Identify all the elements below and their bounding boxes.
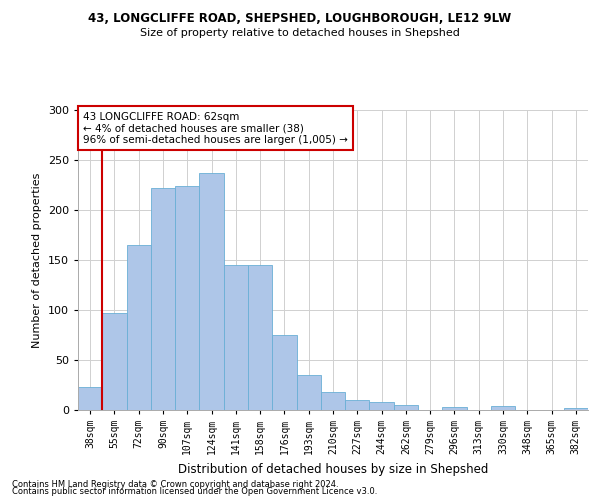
Bar — [199, 173, 224, 410]
Text: 43, LONGCLIFFE ROAD, SHEPSHED, LOUGHBOROUGH, LE12 9LW: 43, LONGCLIFFE ROAD, SHEPSHED, LOUGHBORO… — [88, 12, 512, 26]
Bar — [224, 265, 248, 410]
X-axis label: Distribution of detached houses by size in Shepshed: Distribution of detached houses by size … — [178, 462, 488, 475]
Bar — [102, 313, 127, 410]
Bar — [272, 335, 296, 410]
Text: Contains public sector information licensed under the Open Government Licence v3: Contains public sector information licen… — [12, 488, 377, 496]
Bar — [248, 265, 272, 410]
Bar — [345, 400, 370, 410]
Text: Size of property relative to detached houses in Shepshed: Size of property relative to detached ho… — [140, 28, 460, 38]
Bar — [321, 392, 345, 410]
Bar — [127, 245, 151, 410]
Bar — [564, 408, 588, 410]
Bar — [370, 402, 394, 410]
Bar — [78, 387, 102, 410]
Bar — [151, 188, 175, 410]
Bar — [394, 405, 418, 410]
Text: 43 LONGCLIFFE ROAD: 62sqm
← 4% of detached houses are smaller (38)
96% of semi-d: 43 LONGCLIFFE ROAD: 62sqm ← 4% of detach… — [83, 112, 348, 144]
Text: Contains HM Land Registry data © Crown copyright and database right 2024.: Contains HM Land Registry data © Crown c… — [12, 480, 338, 489]
Bar — [296, 375, 321, 410]
Y-axis label: Number of detached properties: Number of detached properties — [32, 172, 42, 348]
Bar — [442, 407, 467, 410]
Bar — [175, 186, 199, 410]
Bar — [491, 406, 515, 410]
